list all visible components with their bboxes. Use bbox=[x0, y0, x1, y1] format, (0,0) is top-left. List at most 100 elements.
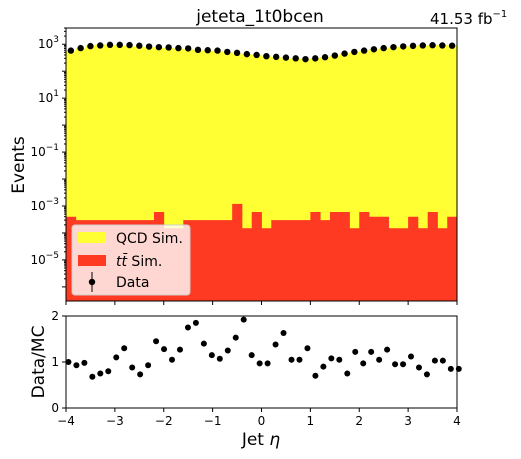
ratio-point bbox=[312, 372, 319, 379]
ratio-point bbox=[184, 324, 191, 331]
ratio-point bbox=[216, 355, 223, 362]
data-point bbox=[97, 42, 104, 49]
data-point bbox=[155, 43, 163, 51]
ttbar-bar bbox=[300, 220, 311, 301]
ratio-point bbox=[296, 356, 303, 363]
qcd-bar bbox=[163, 48, 174, 302]
ratio-point bbox=[176, 346, 183, 353]
qcd-bar bbox=[261, 56, 272, 301]
ttbar-bar bbox=[281, 220, 292, 301]
ttbar-bar bbox=[261, 228, 272, 301]
qcd-bar bbox=[183, 49, 194, 301]
ratio-point bbox=[431, 357, 438, 364]
data-point bbox=[204, 47, 211, 54]
qcd-bar bbox=[134, 46, 145, 302]
ttbar-bar bbox=[408, 216, 419, 301]
ratio-point bbox=[447, 365, 454, 372]
data-point bbox=[253, 51, 260, 59]
x-tick-label: −1 bbox=[204, 414, 222, 428]
ratio-point bbox=[129, 364, 136, 371]
data-point bbox=[165, 44, 172, 51]
data-point bbox=[136, 42, 143, 49]
data-point bbox=[184, 45, 192, 52]
ttbar-bar bbox=[212, 220, 223, 301]
ttbar-bar bbox=[447, 216, 458, 301]
qcd-sim-bars bbox=[66, 44, 458, 302]
ratio-point bbox=[344, 370, 351, 377]
ratio-point bbox=[415, 364, 422, 371]
qcd-bar bbox=[95, 44, 106, 301]
qcd-bar bbox=[251, 54, 262, 302]
ttbar-bar bbox=[232, 203, 243, 301]
ttbar-bar bbox=[369, 216, 380, 301]
x-tick-label: −3 bbox=[106, 414, 124, 428]
ttbar-bar bbox=[359, 211, 370, 301]
qcd-bar bbox=[271, 57, 282, 302]
ratio-point bbox=[192, 319, 199, 326]
qcd-bar bbox=[105, 44, 116, 302]
qcd-bar bbox=[124, 46, 135, 301]
ratio-point bbox=[272, 341, 279, 348]
qcd-bar bbox=[85, 45, 96, 302]
data-point bbox=[312, 55, 319, 62]
ratio-point bbox=[65, 359, 72, 365]
qcd-bar bbox=[202, 50, 214, 301]
data-point bbox=[106, 41, 114, 49]
data-point bbox=[409, 42, 417, 50]
ratio-point bbox=[408, 353, 415, 360]
ratio-y-axis-label: Data/MC bbox=[29, 326, 49, 399]
qcd-bar bbox=[114, 45, 126, 302]
qcd-bar bbox=[290, 58, 301, 302]
data-point bbox=[292, 55, 299, 62]
ratio-point bbox=[232, 334, 239, 341]
ttbar-bar bbox=[427, 211, 438, 301]
data-point bbox=[302, 55, 309, 63]
ratio-point bbox=[105, 368, 112, 375]
data-point bbox=[419, 42, 426, 49]
ratio-y-tick-label: 2 bbox=[51, 309, 59, 323]
data-point bbox=[448, 42, 456, 49]
ratio-point bbox=[400, 361, 407, 368]
legend-data-label: Data bbox=[116, 275, 149, 291]
qcd-bar bbox=[427, 45, 438, 301]
ratio-point bbox=[336, 356, 343, 363]
data-point bbox=[233, 49, 241, 57]
qcd-bar bbox=[241, 54, 253, 302]
x-tick-label: 1 bbox=[307, 414, 315, 428]
ratio-point bbox=[97, 370, 104, 377]
qcd-bar bbox=[222, 52, 233, 301]
ttbar-bar bbox=[202, 220, 214, 301]
ttbar-bar bbox=[66, 216, 77, 301]
ratio-point bbox=[352, 348, 359, 355]
chart-title: jeteta_1t0bcen bbox=[195, 7, 324, 27]
ratio-points bbox=[65, 316, 462, 380]
qcd-bar bbox=[173, 48, 184, 302]
x-tick-label: 0 bbox=[258, 414, 266, 428]
legend-ttbar-symbol: tt̄ bbox=[116, 252, 128, 270]
qcd-bar bbox=[408, 45, 419, 301]
qcd-bar bbox=[339, 53, 350, 301]
data-point bbox=[263, 52, 270, 60]
ratio-point bbox=[392, 361, 399, 368]
ratio-point bbox=[240, 316, 247, 323]
ratio-point bbox=[288, 356, 295, 363]
data-point bbox=[439, 42, 446, 49]
legend-ttbar-text: Sim. bbox=[127, 254, 162, 270]
data-point bbox=[341, 50, 348, 57]
x-tick-label: 3 bbox=[404, 414, 412, 428]
ttbar-bar bbox=[388, 228, 399, 301]
data-point bbox=[126, 41, 133, 49]
luminosity-unit-exponent: −1 bbox=[493, 9, 508, 20]
ratio-y-ticks: 0 1 2 bbox=[51, 309, 66, 415]
ratio-point bbox=[113, 354, 120, 361]
data-point bbox=[194, 46, 202, 54]
legend: QCD Sim. tt̄ Sim. Data bbox=[71, 224, 191, 296]
data-point bbox=[224, 48, 231, 56]
data-point bbox=[145, 43, 153, 50]
ttbar-bar bbox=[398, 228, 409, 301]
ttbar-bar bbox=[310, 211, 321, 301]
qcd-bar bbox=[153, 47, 165, 302]
main-x-ticks bbox=[65, 301, 458, 305]
ratio-point bbox=[224, 347, 231, 354]
ratio-panel: 0 1 2 −4 −3 −2 −1 0 1 2 3 4 Data/MC bbox=[29, 309, 462, 428]
